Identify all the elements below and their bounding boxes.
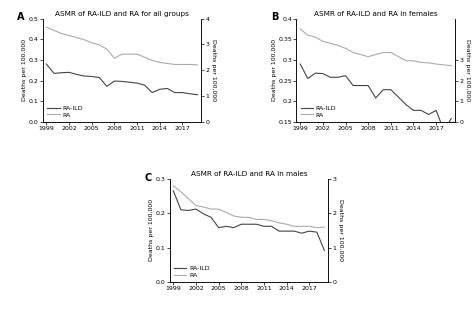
Y-axis label: Deaths per 100,000: Deaths per 100,000: [22, 39, 27, 101]
Y-axis label: Deaths per 100,000: Deaths per 100,000: [149, 199, 154, 262]
Legend: RA-ILD, RA: RA-ILD, RA: [46, 104, 84, 119]
Legend: RA-ILD, RA: RA-ILD, RA: [300, 104, 337, 119]
Text: B: B: [271, 12, 278, 22]
Y-axis label: Deaths per 100,000: Deaths per 100,000: [465, 39, 470, 101]
Legend: RA-ILD, RA: RA-ILD, RA: [173, 264, 211, 279]
Title: ASMR of RA-ILD and RA in females: ASMR of RA-ILD and RA in females: [314, 11, 438, 17]
Title: ASMR of RA-ILD and RA for all groups: ASMR of RA-ILD and RA for all groups: [55, 11, 189, 17]
Y-axis label: Deaths per 100,000: Deaths per 100,000: [272, 39, 277, 101]
Y-axis label: Deaths per 100,000: Deaths per 100,000: [211, 39, 216, 101]
Y-axis label: Deaths per 100,000: Deaths per 100,000: [337, 199, 343, 262]
Title: ASMR of RA-ILD and RA in males: ASMR of RA-ILD and RA in males: [191, 171, 307, 177]
Text: C: C: [144, 173, 151, 183]
Text: A: A: [17, 12, 25, 22]
